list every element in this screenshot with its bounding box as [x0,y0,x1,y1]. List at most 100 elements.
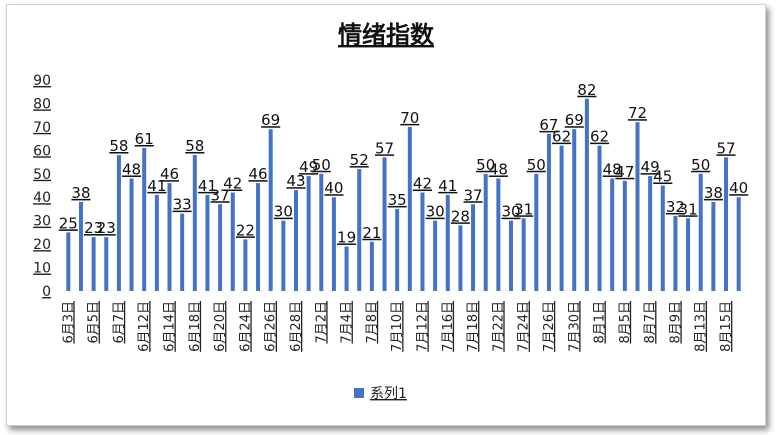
bar [420,192,425,291]
watermark: 雪球：避雷小贴士 [549,398,719,421]
x-tick-label: 7月8日 [365,301,380,344]
data-label: 33 [173,196,192,214]
y-tick-label: 60 [33,143,51,159]
data-label: 42 [223,175,242,193]
data-label: 38 [71,184,90,202]
bar [572,129,577,291]
data-label: 42 [413,175,432,193]
bar [104,237,109,291]
data-label: 41 [147,177,166,195]
bar [344,246,349,291]
data-label: 40 [324,179,343,197]
data-label: 46 [249,165,268,183]
data-label: 48 [603,160,622,178]
x-tick-label: 7月26日 [542,301,557,352]
data-label: 45 [653,168,672,186]
bar [509,220,514,291]
data-label: 43 [286,172,305,190]
x-tick-label: 6月24日 [238,301,253,352]
x-tick-label: 8月7日 [643,301,658,344]
data-label: 57 [716,139,735,157]
bar [711,201,716,291]
bar [281,220,286,291]
bar [559,145,564,291]
bar [483,173,488,291]
x-tick-label: 7月12日 [415,301,430,352]
data-label: 50 [527,156,546,174]
y-tick-label: 0 [42,284,51,300]
x-tick-label: 7月16日 [441,301,456,352]
bar [648,176,653,291]
y-axis: 0 10 20 30 40 50 60 70 80 90 [33,73,51,300]
bar [369,241,374,291]
data-label: 40 [729,179,748,197]
bar [268,129,273,291]
bar [458,225,463,291]
y-tick-label: 30 [33,214,51,230]
data-label: 46 [160,165,179,183]
bar [546,133,551,291]
bar [192,155,197,291]
bar [673,215,678,291]
data-label: 50 [476,156,495,174]
x-axis: 6月3日 6月5日 6月7日 6月12日 6月14日 6月18日 6月20日 6月24日 6月2… [61,301,734,352]
data-label: 37 [464,186,483,204]
bar [521,218,526,291]
data-label: 25 [59,214,78,232]
data-label: 70 [400,109,419,127]
bar-series [66,98,741,291]
data-label: 22 [236,221,255,239]
legend-label: 系列1 [370,386,407,402]
data-label: 31 [514,200,533,218]
bar [129,178,134,291]
data-label: 23 [97,219,116,237]
data-label: 35 [388,191,407,209]
bar [218,204,223,291]
data-label: 23 [84,219,103,237]
data-label: 47 [615,163,634,181]
data-label: 41 [198,177,217,195]
data-label: 72 [628,104,647,122]
bar [331,197,336,291]
bar [357,169,362,291]
bar [635,122,640,291]
data-label: 50 [691,156,710,174]
data-label: 82 [577,81,596,99]
x-tick-label: 7月18日 [466,301,481,352]
y-tick-label: 80 [33,96,51,112]
y-tick-label: 90 [33,73,51,89]
data-label: 49 [299,158,318,176]
data-label: 57 [375,139,394,157]
bar [256,183,261,291]
bar [622,180,627,291]
watermark-text: 雪球：避雷小贴士 [575,400,719,421]
x-tick-label: 6月18日 [188,301,203,352]
bar [230,192,235,291]
legend: 系列1 [354,386,407,402]
bar [660,185,665,291]
bar [116,155,121,291]
x-tick-label: 7月30日 [567,301,582,352]
data-label: 48 [122,160,141,178]
bar [496,178,501,291]
x-tick-label: 8月15日 [719,301,734,352]
bar [433,220,438,291]
bar [180,213,185,291]
bar [534,173,539,291]
x-tick-label: 7月24日 [517,301,532,352]
x-tick-label: 7月22日 [491,301,506,352]
x-tick-label: 7月4日 [340,301,355,344]
x-tick-label: 8月13日 [694,301,709,352]
data-label: 58 [109,137,128,155]
chart-title: 情绪指数 [338,21,435,49]
x-tick-label: 8月5日 [618,301,633,344]
data-label: 67 [539,116,558,134]
bar [154,194,159,291]
data-label: 30 [274,203,293,221]
bar [167,183,172,291]
x-tick-label: 6月26日 [264,301,279,352]
data-labels: 2538232358486141463358413742224669304349… [59,81,748,247]
data-label: 62 [552,128,571,146]
data-label: 19 [337,228,356,246]
